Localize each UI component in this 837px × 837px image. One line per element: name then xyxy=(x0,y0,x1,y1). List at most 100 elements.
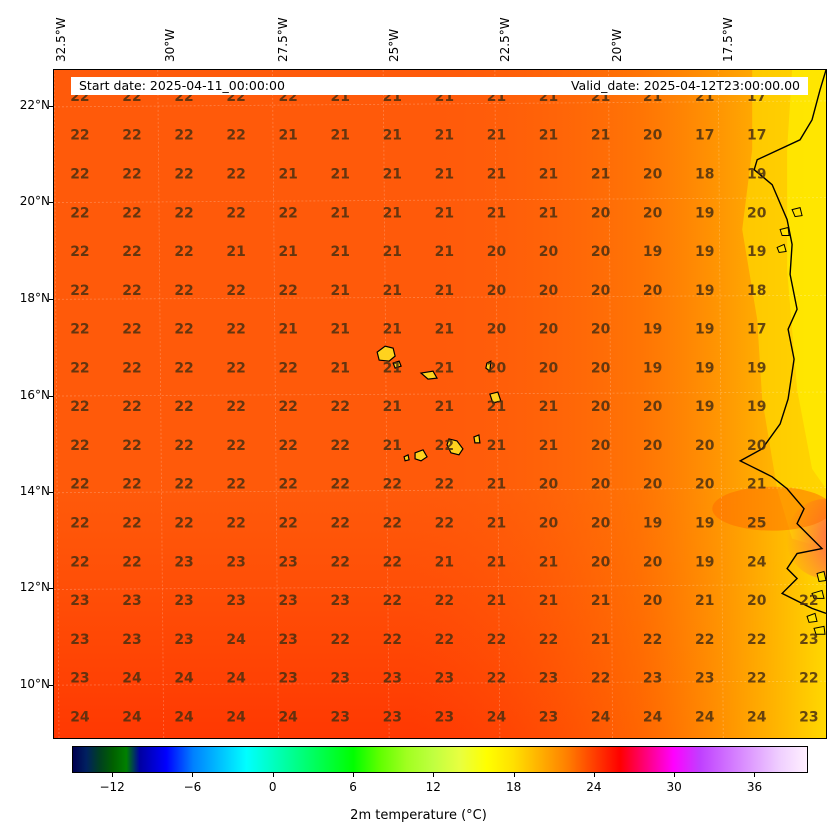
temperature-value: 22 xyxy=(122,438,141,454)
temperature-value: 17 xyxy=(695,128,714,144)
temperature-value: 20 xyxy=(539,477,559,493)
temperature-value: 20 xyxy=(643,477,663,493)
temperature-value: 22 xyxy=(70,205,89,221)
lon-label-30w: 30°W xyxy=(163,28,177,62)
temperature-value: 19 xyxy=(695,205,714,221)
temperature-value: 23 xyxy=(435,671,454,687)
temperature-value: 21 xyxy=(331,128,350,144)
temperature-value: 23 xyxy=(799,709,818,725)
temperature-value: 22 xyxy=(278,205,297,221)
start-date: Start date: 2025-04-11_00:00:00 xyxy=(79,78,285,93)
date-info-box: Start date: 2025-04-11_00:00:00 Valid_da… xyxy=(71,77,808,95)
temperature-value: 19 xyxy=(747,244,766,260)
temperature-value: 17 xyxy=(747,128,766,144)
temperature-value: 23 xyxy=(799,632,818,648)
temperature-value: 20 xyxy=(747,438,767,454)
temperature-value: 22 xyxy=(383,477,402,493)
colorbar-tick xyxy=(674,773,676,777)
temperature-value: 23 xyxy=(226,593,245,609)
temperature-value: 22 xyxy=(122,205,141,221)
temperature-value: 22 xyxy=(70,322,89,338)
colorbar-tick-label: −6 xyxy=(183,780,202,794)
temperature-value: 21 xyxy=(331,322,350,338)
temperature-value: 21 xyxy=(487,554,506,570)
temperature-value: 22 xyxy=(70,360,89,376)
temperature-value: 21 xyxy=(539,438,558,454)
temperature-value: 19 xyxy=(747,166,766,182)
temperature-value: 21 xyxy=(591,166,610,182)
coastal-islands xyxy=(776,206,826,635)
temperature-value: 21 xyxy=(487,166,506,182)
temperature-value: 23 xyxy=(70,593,89,609)
temperature-value: 24 xyxy=(747,709,767,725)
temperature-value: 24 xyxy=(174,709,194,725)
temperature-value: 24 xyxy=(226,671,246,687)
temperature-value: 22 xyxy=(70,166,89,182)
temperature-value: 22 xyxy=(122,283,141,299)
temperature-value: 21 xyxy=(591,632,610,648)
temperature-value: 23 xyxy=(539,709,558,725)
temperature-value: 19 xyxy=(747,360,766,376)
temperature-value: 22 xyxy=(278,438,297,454)
colorbar-tick xyxy=(593,773,595,777)
temperature-value: 22 xyxy=(747,671,766,687)
temperature-value: 23 xyxy=(278,554,297,570)
temperature-value: 21 xyxy=(435,244,454,260)
temperature-value: 23 xyxy=(331,593,350,609)
temperature-value: 21 xyxy=(435,322,454,338)
colorbar-tick-label: 0 xyxy=(268,780,277,794)
temperature-value: 22 xyxy=(70,244,89,260)
temperature-value: 21 xyxy=(331,166,350,182)
lat-tick xyxy=(49,396,53,397)
colorbar-tick-label: 24 xyxy=(586,780,602,794)
temperature-value: 24 xyxy=(122,671,142,687)
temperature-value: 22 xyxy=(487,632,506,648)
temperature-value: 22 xyxy=(174,128,193,144)
graticule xyxy=(54,70,826,738)
temperature-value: 20 xyxy=(643,554,663,570)
lon-label-17-5w: 17.5°W xyxy=(721,17,735,62)
temperature-value: 22 xyxy=(278,477,297,493)
lat-tick xyxy=(49,202,53,203)
temperature-value: 22 xyxy=(122,166,141,182)
lat-label-10n: 10°N xyxy=(19,677,50,691)
temperature-value: 22 xyxy=(226,360,245,376)
temperature-value: 21 xyxy=(331,283,350,299)
temperature-value: 25 xyxy=(747,516,766,532)
lat-tick xyxy=(49,588,53,589)
temperature-value: 19 xyxy=(695,244,714,260)
temperature-value: 23 xyxy=(278,671,297,687)
temperature-value: 21 xyxy=(539,128,558,144)
temperature-value: 18 xyxy=(747,283,766,299)
temperature-value: 22 xyxy=(70,438,89,454)
lon-label-32-5w: 32.5°W xyxy=(54,17,68,62)
temperature-value: 20 xyxy=(487,244,507,260)
temperature-value: 21 xyxy=(383,399,402,415)
temperature-value: 22 xyxy=(174,322,193,338)
temperature-value: 21 xyxy=(331,244,350,260)
temperature-value: 22 xyxy=(435,438,454,454)
temperature-value: 22 xyxy=(435,593,454,609)
coastal-yellow-zone xyxy=(787,70,826,489)
temperature-value: 20 xyxy=(643,283,663,299)
cape-verde-islands xyxy=(376,345,502,462)
temperature-value: 22 xyxy=(383,554,402,570)
temperature-value: 21 xyxy=(383,360,402,376)
temperature-value: 24 xyxy=(591,709,611,725)
temperature-value: 21 xyxy=(383,244,402,260)
lat-tick xyxy=(49,299,53,300)
colorbar-tick-label: 6 xyxy=(349,780,357,794)
temperature-value: 22 xyxy=(643,632,662,648)
temperature-value: 24 xyxy=(695,709,715,725)
temperature-value: 21 xyxy=(383,283,402,299)
temperature-value: 23 xyxy=(539,671,558,687)
temperature-value: 20 xyxy=(591,244,611,260)
temperature-value: 23 xyxy=(278,593,297,609)
temperature-value: 22 xyxy=(70,399,89,415)
temperature-value: 22 xyxy=(747,632,766,648)
temperature-value: 22 xyxy=(122,128,141,144)
temperature-value: 20 xyxy=(591,205,611,221)
temperature-value: 20 xyxy=(539,360,559,376)
warm-patch xyxy=(712,486,826,531)
colorbar-tick xyxy=(513,773,515,777)
